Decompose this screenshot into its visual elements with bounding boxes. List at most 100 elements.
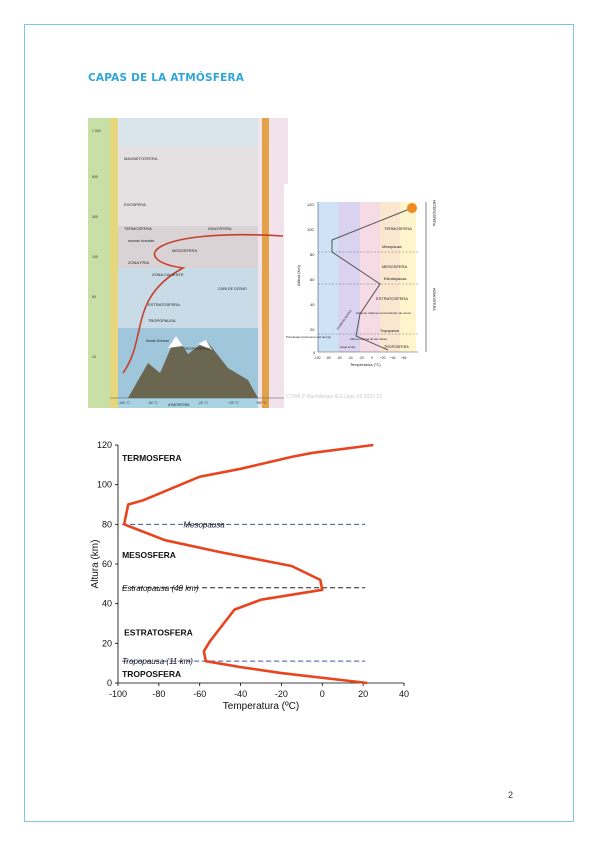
layer-label: MESOSFERA [122,550,176,560]
label-ionosfera: IONOSFERA [208,226,232,231]
svg-text:+60 °C: +60 °C [256,401,267,405]
chart-axes: -100 -80 -60 -40 -20 0 20 40 0 20 40 60 80 100 120 Temp… [90,440,409,712]
mountain-shape [128,336,258,398]
right-diagram-curve [331,207,413,351]
svg-text:-20: -20 [359,356,364,360]
y-tick-label: 20 [102,638,112,648]
reference-line-label: Tropopausa (11 km) [122,657,193,666]
atmosphere-diagrams: MAGNETOSFERA EXOSFERA TERMOSFERA IONOSFE… [88,118,448,408]
label-troposfera-left: TROPOSFERA [183,346,211,351]
label-magnetosfera: MAGNETOSFERA [124,156,158,161]
atmosphere-layers-image: MAGNETOSFERA EXOSFERA TERMOSFERA IONOSFE… [88,118,448,408]
svg-text:+60: +60 [401,356,407,360]
chart-reference-lines: Mesopausa Estratopausa (48 km) Tropopausa … [122,520,366,666]
svg-text:Mesopausa: Mesopausa [382,245,403,249]
label-termosfera-left: TERMOSFERA [124,226,152,231]
x-tick-label: 20 [358,689,368,699]
svg-text:HETEROSFERA: HETEROSFERA [432,200,436,227]
svg-text:TROPOSFERA: TROPOSFERA [384,345,409,349]
label-everest: Monte Everest [146,339,169,343]
y-axis-label: Altura (km) [90,540,101,589]
x-tick-label: 0 [320,689,325,699]
label-zona-caliente: ZONA CALIENTE [152,272,184,277]
y-tick-label: 80 [102,519,112,529]
chart-labels: TERMOSFERA MESOSFERA ESTRATOSFERA TROPOSFER… [122,453,193,679]
x-tick-label: -60 [193,689,206,699]
svg-text:-60: -60 [337,356,342,360]
page-title: CAPAS DE LA ATMÓSFERA [88,72,245,84]
svg-text:TERMOSFERA: TERMOSFERA [384,226,412,231]
y-tick-label: 120 [97,440,112,450]
svg-text:+20 °C: +20 °C [228,401,239,405]
svg-text:50: 50 [92,295,96,299]
svg-text:1 000: 1 000 [92,129,101,133]
reference-line-label: Estratopausa (48 km) [122,584,199,593]
y-tick-label: 100 [97,480,112,490]
layer-label: TROPOSFERA [122,669,181,679]
svg-text:-100 °C: -100 °C [118,401,130,405]
svg-text:10: 10 [92,355,96,359]
x-tick-label: -40 [234,689,247,699]
right-diagram: 120 100 80 60 40 20 0 Altitud (Km) -100 … [284,184,448,408]
svg-text:HOMOSFERA: HOMOSFERA [432,288,436,311]
svg-text:Altura máxima de las nubes: Altura máxima de las nubes [350,337,388,341]
label-exosfera: EXOSFERA [124,202,146,207]
chart-series [122,443,374,685]
right-diagram-ylabel: Altitud (Km) [296,264,301,286]
svg-text:80: 80 [310,252,315,257]
temperature-profile-line [122,443,374,685]
label-auroras: auroras boreales [128,239,155,243]
x-tick-label: -100 [109,689,127,699]
x-tick-label: 40 [399,689,409,699]
svg-text:-40: -40 [348,356,353,360]
svg-text:0: 0 [371,356,373,360]
svg-text:Estratopausa: Estratopausa [384,277,407,281]
svg-text:-60 °C: -60 °C [148,401,158,405]
right-diagram-xlabel: Temperatura (°C) [350,362,381,367]
svg-text:20: 20 [310,327,315,332]
left-diagram-temperature-curve [122,233,284,374]
x-tick-label: -80 [152,689,165,699]
svg-text:0: 0 [313,350,316,355]
left-diagram: MAGNETOSFERA EXOSFERA TERMOSFERA IONOSFE… [88,118,288,408]
thermometer-icon [407,203,417,213]
left-diagram-strip [110,118,118,408]
svg-text:+40: +40 [390,356,396,360]
layer-label: TERMOSFERA [122,453,182,463]
y-tick-label: 40 [102,599,112,609]
label-capa-ozono: CAPA DE OZONO [218,287,247,291]
svg-text:Capa límite: Capa límite [340,345,356,349]
svg-text:-20 °C: -20 °C [198,401,208,405]
label-mesosfera-left: MESOSFERA [172,248,197,253]
left-diagram-band [262,118,269,408]
svg-text:Tropopausa: Tropopausa [380,329,399,333]
svg-text:Principales fenómenos del tiem: Principales fenómenos del tiempo [286,335,331,339]
reference-line-label: Mesopausa [183,520,225,529]
label-atmosfera: ATMOSFERA [168,403,190,407]
y-tick-label: 0 [107,678,112,688]
x-tick-label: -20 [275,689,288,699]
svg-text:500: 500 [92,175,98,179]
svg-text:-80: -80 [326,356,331,360]
layer-label: ESTRATOSFERA [124,627,193,637]
svg-text:40: 40 [310,302,315,307]
svg-text:100: 100 [307,227,314,232]
svg-text:120: 120 [307,202,314,207]
x-axis-label: Temperatura (ºC) [223,701,299,712]
svg-text:ESTRATOSFERA: ESTRATOSFERA [376,296,408,301]
svg-text:MESOSFERA: MESOSFERA [382,264,407,269]
svg-text:-100: -100 [314,356,321,360]
svg-text:60: 60 [310,277,315,282]
page-frame [24,24,574,822]
svg-text:100: 100 [92,255,98,259]
svg-text:Zona de máxima concentración d: Zona de máxima concentración de ozono [356,311,411,315]
label-zona-fria: ZONA FRIA [128,260,149,265]
y-tick-label: 60 [102,559,112,569]
left-diagram-scale [88,118,110,408]
page-number: 2 [508,790,514,800]
watermark: CTMA 2º Bachillerato IES Llgio VII 2022-… [286,394,382,400]
label-estratosfera-left: ESTRATOSFERA [148,302,180,307]
svg-text:+20: +20 [380,356,386,360]
svg-text:300: 300 [92,215,98,219]
